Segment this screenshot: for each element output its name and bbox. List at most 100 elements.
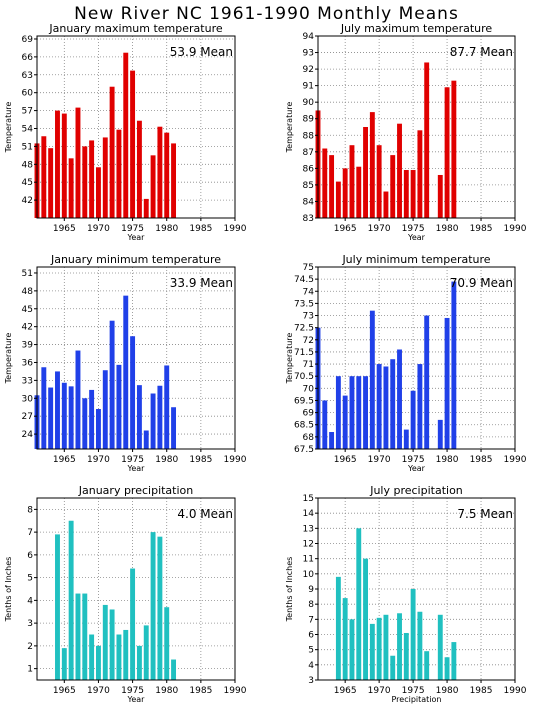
bar-1981 bbox=[451, 642, 457, 680]
bar-1975 bbox=[130, 568, 136, 680]
bar-1967 bbox=[356, 376, 362, 449]
bar-1979 bbox=[437, 174, 443, 218]
bar-1975 bbox=[410, 170, 416, 218]
bar-1981 bbox=[171, 407, 177, 449]
bar-1968 bbox=[82, 593, 88, 680]
y-tick-label: 86 bbox=[303, 164, 315, 174]
y-tick-label: 72.5 bbox=[294, 324, 314, 334]
x-tick-label: 1975 bbox=[402, 686, 425, 696]
x-tick-label: 1975 bbox=[402, 455, 425, 465]
y-tick-label: 5 bbox=[27, 574, 33, 584]
chart-2: 83 84 85 86 87 88 89 90 91 92 93 94 1965 1970 1975 1980… bbox=[285, 22, 527, 242]
bar-1966 bbox=[349, 145, 355, 218]
x-tick-label: 1980 bbox=[436, 455, 459, 465]
y-tick-label: 92 bbox=[303, 65, 314, 75]
x-tick-label: 1970 bbox=[368, 686, 391, 696]
x-tick-label: 1980 bbox=[155, 686, 178, 696]
y-tick-label: 74 bbox=[303, 287, 315, 297]
mean-label: 7.5 Mean bbox=[457, 507, 513, 521]
bar-1979 bbox=[437, 419, 443, 449]
x-tick-label: 1985 bbox=[189, 455, 212, 465]
bar-1970 bbox=[376, 145, 382, 218]
y-tick-label: 45 bbox=[22, 178, 33, 188]
bar-1981 bbox=[171, 143, 177, 218]
bar-1974 bbox=[403, 170, 409, 218]
x-tick-label: 1970 bbox=[87, 455, 110, 465]
bar-1965 bbox=[61, 648, 67, 680]
x-tick-label: 1980 bbox=[155, 455, 178, 465]
bar-1980 bbox=[444, 87, 450, 218]
x-tick-label: 1965 bbox=[334, 224, 357, 234]
bar-1977 bbox=[143, 430, 149, 449]
bar-1973 bbox=[397, 613, 402, 680]
y-axis-label: Temperature bbox=[4, 333, 13, 385]
bar-1977 bbox=[424, 315, 430, 449]
bar-1974 bbox=[123, 295, 129, 449]
x-tick-label: 1990 bbox=[224, 455, 247, 465]
y-tick-label: 85 bbox=[303, 181, 314, 191]
y-tick-label: 74.5 bbox=[294, 275, 314, 285]
bar-1976 bbox=[417, 130, 423, 218]
y-tick-label: 12 bbox=[303, 540, 314, 550]
y-tick-label: 42 bbox=[22, 196, 33, 206]
y-tick-label: 39 bbox=[22, 341, 34, 351]
bar-1976 bbox=[136, 385, 142, 449]
bar-1971 bbox=[383, 191, 389, 218]
bar-1980 bbox=[164, 132, 170, 218]
x-axis-label: Year bbox=[127, 464, 146, 473]
x-tick-label: 1970 bbox=[368, 455, 391, 465]
x-tick-label: 1970 bbox=[87, 686, 110, 696]
bar-1964 bbox=[55, 110, 60, 218]
y-tick-label: 69 bbox=[303, 409, 315, 419]
y-tick-label: 70 bbox=[303, 384, 315, 394]
bar-1976 bbox=[417, 364, 423, 449]
y-tick-label: 13 bbox=[303, 524, 314, 534]
chart-5: 1 2 3 4 5 6 7 8 1965 1970 1975 1980 1985 1990 January … bbox=[4, 484, 247, 704]
bar-1965 bbox=[342, 598, 348, 680]
y-tick-label: 9 bbox=[308, 585, 314, 595]
x-tick-label: 1985 bbox=[470, 686, 493, 696]
y-tick-label: 71 bbox=[303, 360, 314, 370]
y-axis-label: Tenths of Inches bbox=[4, 557, 13, 623]
bar-1968 bbox=[82, 146, 88, 218]
x-tick-label: 1985 bbox=[470, 224, 493, 234]
x-tick-label: 1965 bbox=[334, 455, 357, 465]
bar-1971 bbox=[383, 366, 389, 449]
bar-1964 bbox=[335, 376, 341, 449]
x-tick-label: 1990 bbox=[504, 224, 527, 234]
y-tick-label: 90 bbox=[303, 98, 315, 108]
x-tick-label: 1965 bbox=[53, 686, 76, 696]
x-tick-label: 1965 bbox=[334, 686, 357, 696]
mean-label: 87.7 Mean bbox=[450, 45, 513, 59]
bar-1963 bbox=[48, 148, 54, 218]
y-tick-label: 6 bbox=[27, 551, 33, 561]
y-tick-label: 54 bbox=[22, 124, 34, 134]
plot-frame bbox=[36, 35, 236, 219]
y-tick-label: 48 bbox=[22, 160, 34, 170]
x-tick-label: 1975 bbox=[121, 455, 144, 465]
y-tick-label: 93 bbox=[303, 49, 314, 59]
y-tick-label: 75 bbox=[303, 263, 314, 273]
bar-1965 bbox=[342, 395, 348, 449]
bar-1972 bbox=[390, 155, 396, 218]
bar-1963 bbox=[329, 432, 335, 449]
bar-1972 bbox=[390, 655, 396, 680]
chart-4: 67.5 68 68.5 69 69.5 70 70.5 71 71.5 72 72.5 73 73.5… bbox=[285, 253, 527, 473]
bar-1967 bbox=[75, 107, 81, 218]
bar-1962 bbox=[322, 148, 328, 218]
bar-1980 bbox=[444, 317, 450, 449]
bar-1973 bbox=[116, 634, 122, 680]
y-tick-label: 83 bbox=[303, 214, 314, 224]
x-tick-label: 1965 bbox=[53, 455, 76, 465]
y-tick-label: 60 bbox=[22, 89, 34, 99]
x-tick-label: 1980 bbox=[436, 686, 459, 696]
bar-1965 bbox=[61, 382, 67, 449]
y-tick-label: 57 bbox=[22, 107, 33, 117]
bar-1963 bbox=[48, 387, 54, 449]
bar-1969 bbox=[89, 389, 95, 449]
bar-1963 bbox=[329, 155, 335, 218]
bar-1971 bbox=[102, 604, 108, 680]
chart-title: January maximum temperature bbox=[48, 22, 222, 35]
x-tick-label: 1985 bbox=[189, 686, 212, 696]
bar-1970 bbox=[95, 645, 101, 680]
